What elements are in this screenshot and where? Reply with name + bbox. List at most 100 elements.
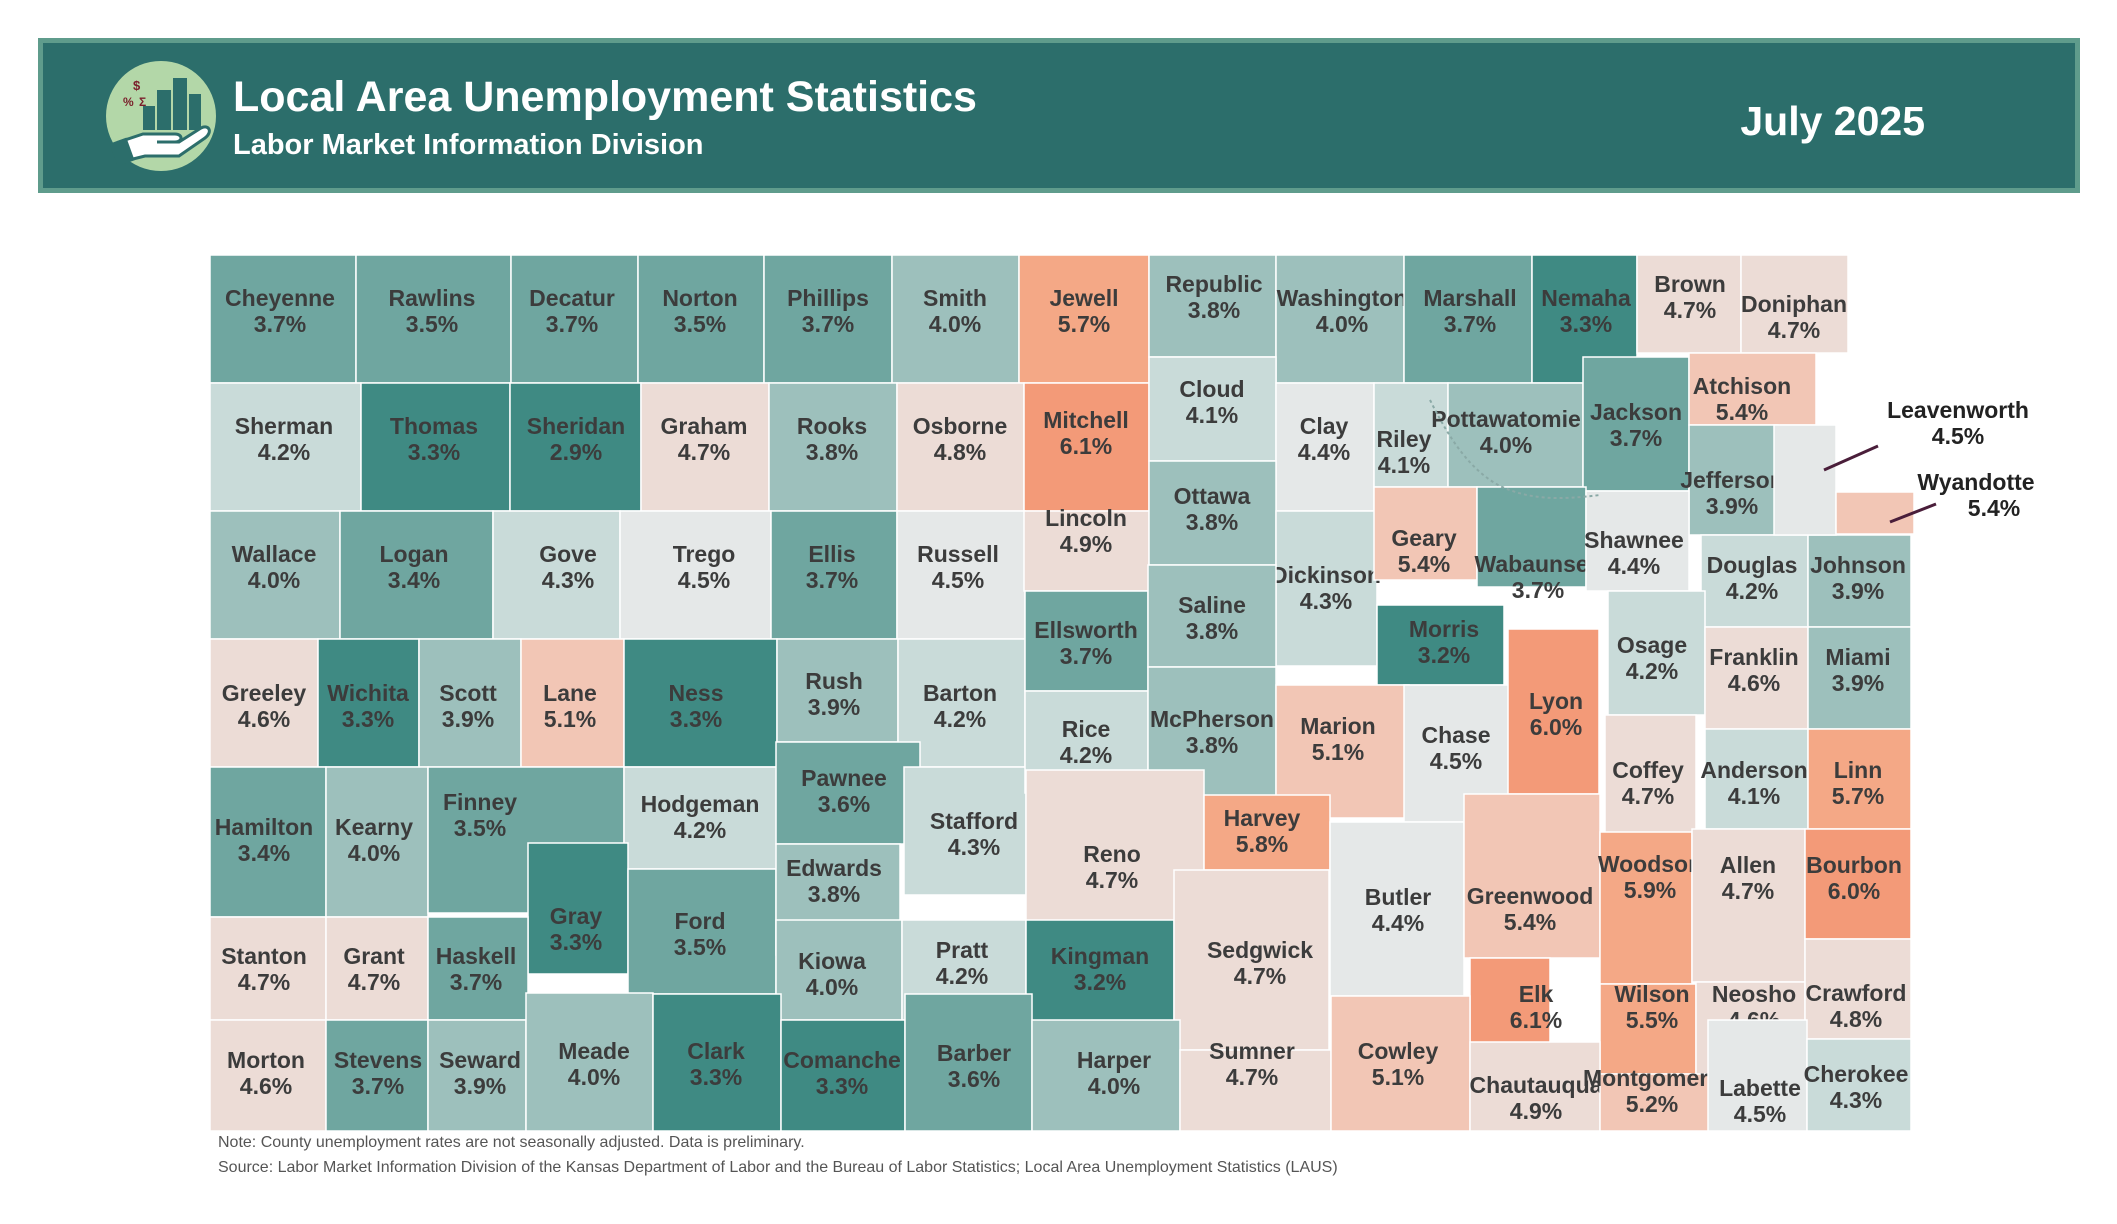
county-name-label: Morris [1409,616,1479,642]
county-name-label: Harper [1077,1047,1151,1073]
county-rate-label: 3.8% [1186,509,1238,535]
county-name-label: Stanton [221,943,307,969]
county-rate-label: 4.9% [1510,1098,1562,1124]
county-rate-label: 3.6% [818,791,870,817]
county-name-label: Phillips [787,285,869,311]
county-name-label: Chautauqua [1470,1072,1603,1098]
county-rate-label: 4.7% [1234,963,1286,989]
county-shape [427,1019,527,1132]
county-rate-label: 4.2% [936,963,988,989]
county-name-label: Jefferson [1680,467,1784,493]
county-rate-label: 4.1% [1186,402,1238,428]
county-name-label: Republic [1165,271,1262,297]
county-name-label: Geary [1391,525,1456,551]
county-shape [763,254,893,384]
county-shape [619,510,772,640]
county-name-label: Rush [805,668,863,694]
county-name-label: Douglas [1707,552,1798,578]
county-rate-label: 3.7% [802,311,854,337]
county-name-label: Finney [443,789,517,815]
county-name-label: Wabaunsee [1475,551,1602,577]
county-name-label: Kingman [1051,943,1149,969]
county-name-label: Brown [1654,271,1726,297]
county-layer: Cheyenne3.7%Rawlins3.5%Decatur3.7%Norton… [209,254,1912,1132]
county-name-label: Pratt [936,937,989,963]
county-name-label: Doniphan [1741,291,1847,317]
county-rate-label: 5.7% [1832,783,1884,809]
county-rate-label: 5.1% [1372,1064,1424,1090]
county-shape [209,766,327,918]
county-shape [1469,1041,1601,1132]
header-banner: $ % Σ Local Area Unemployment Statistics… [38,38,2080,193]
county-shape [418,638,522,768]
county-shape [1330,995,1471,1132]
county-name-label: Comanche [783,1047,901,1073]
county-name-label: Clay [1300,413,1349,439]
county-name-label: Franklin [1709,644,1798,670]
county-name-label: Ellis [808,541,855,567]
county-rate-label: 3.3% [1560,311,1612,337]
callout-rate-label: 4.5% [1932,423,1984,449]
county-rate-label: 4.3% [542,567,594,593]
callout-name-label: Leavenworth [1887,397,2029,423]
county-rate-label: 3.7% [254,311,306,337]
county-name-label: Wilson [1614,981,1689,1007]
county-name-label: Scott [439,680,497,706]
county-rate-label: 4.7% [1722,878,1774,904]
county-name-label: Cherokee [1804,1061,1909,1087]
county-name-label: Stevens [334,1047,422,1073]
county-shape [1376,604,1505,686]
county-rate-label: 4.8% [934,439,986,465]
county-shape [317,638,420,768]
county-shape [1806,1038,1912,1132]
svg-text:%: % [123,95,134,109]
county-name-label: Harvey [1224,805,1301,831]
county-rate-label: 3.9% [1832,578,1884,604]
county-rate-label: 3.4% [388,567,440,593]
county-shape [776,638,899,743]
county-name-label: Cloud [1179,376,1244,402]
county-rate-label: 5.4% [1504,909,1556,935]
county-shape [775,741,921,845]
page-title: Local Area Unemployment Statistics [233,73,977,121]
county-name-label: Osage [1617,632,1687,658]
county-rate-label: 2.9% [550,439,602,465]
county-rate-label: 3.9% [454,1073,506,1099]
county-name-label: Trego [673,541,736,567]
county-shape [623,766,779,870]
county-shape [1804,828,1912,940]
county-name-label: Decatur [529,285,615,311]
